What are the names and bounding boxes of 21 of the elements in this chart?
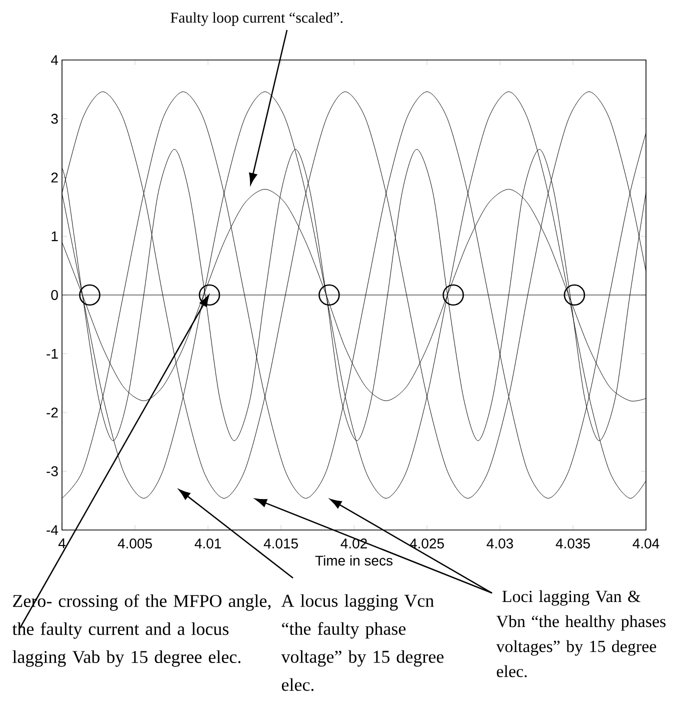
text: A locus lagging Vcn “the faulty phase voltage” by 15 degree elec.: [281, 594, 444, 691]
y-tick-label: -2: [46, 408, 58, 418]
y-tick-label: 1: [52, 231, 58, 242]
text: Faulty loop current “scaled”.: [170, 12, 342, 26]
y-tick-label: -1: [46, 348, 58, 359]
x-tick-label: 4.04: [632, 538, 660, 548]
x-tick-label: 4.015: [264, 538, 298, 548]
y-tick-label: -4: [46, 525, 58, 535]
y-tick-label: 0: [51, 290, 58, 300]
text: Loci lagging Van & Vbn “the healthy phases voltages” by 15 degree elec.: [496, 590, 666, 678]
y-tick-label: 3: [51, 114, 58, 124]
x-tick-label: 4.025: [410, 538, 444, 548]
x-tick-label: 4: [58, 538, 66, 548]
y-tick-label: 4: [50, 55, 58, 65]
y-tick-label: 2: [51, 172, 58, 182]
x-tick-label: 4.03: [486, 538, 513, 548]
x-axis-title: Time in secs: [315, 555, 392, 566]
x-tick-label: 4.005: [118, 538, 152, 548]
y-tick-label: -3: [46, 466, 58, 476]
x-tick-label: 4.035: [556, 538, 590, 548]
x-tick-label: 4.01: [194, 538, 221, 548]
